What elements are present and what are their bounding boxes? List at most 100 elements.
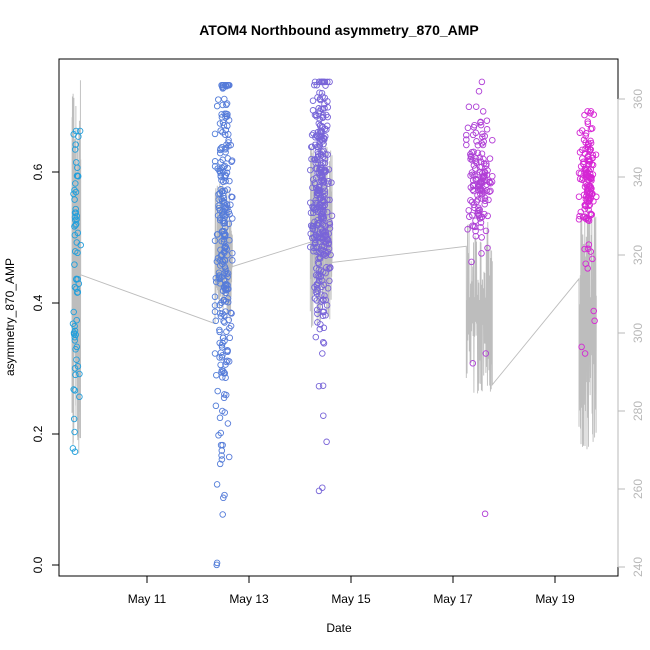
data-point	[212, 317, 220, 325]
y2-tick-label: 280	[631, 401, 645, 421]
data-point	[317, 161, 325, 169]
data-point	[221, 95, 228, 103]
data-point	[480, 172, 487, 180]
data-point	[73, 356, 80, 363]
data-point	[217, 214, 224, 222]
data-point	[213, 559, 221, 567]
data-point	[71, 186, 78, 194]
data-point	[466, 213, 473, 220]
data-point	[582, 202, 589, 209]
data-point	[211, 237, 219, 244]
data-point	[481, 510, 489, 518]
data-point	[221, 409, 229, 416]
data-point	[482, 227, 490, 235]
data-point	[474, 209, 481, 217]
data-point	[479, 130, 486, 138]
data-point	[590, 111, 597, 118]
data-point	[221, 269, 228, 277]
data-point	[216, 460, 224, 468]
data-point	[322, 312, 329, 319]
data-point	[217, 145, 224, 152]
data-point	[222, 361, 229, 368]
data-point	[227, 201, 234, 209]
data-point	[324, 285, 332, 292]
data-point	[484, 244, 491, 252]
data-point	[316, 195, 324, 202]
y-axis-label: asymmetry_870_AMP	[3, 258, 17, 376]
data-point	[221, 319, 228, 326]
data-point	[308, 155, 315, 163]
data-point	[464, 226, 471, 233]
y-tick-label: 0.0	[31, 556, 45, 573]
data-point	[308, 234, 316, 242]
data-point	[69, 445, 77, 452]
data-point	[471, 172, 478, 179]
data-point	[310, 222, 317, 230]
data-point	[323, 208, 331, 216]
data-point	[311, 156, 319, 163]
data-point	[211, 308, 219, 315]
data-point	[320, 340, 328, 347]
data-point	[317, 78, 325, 86]
left-axis-series-points	[69, 78, 600, 569]
data-point	[477, 158, 485, 165]
data-point	[72, 141, 79, 148]
data-point	[584, 165, 591, 173]
data-point	[319, 297, 327, 304]
data-point	[477, 223, 484, 231]
data-point	[71, 283, 79, 291]
data-point	[70, 386, 77, 393]
data-point	[225, 139, 232, 146]
data-point	[71, 261, 78, 268]
data-point	[224, 347, 231, 354]
data-point	[316, 325, 324, 333]
data-point	[474, 141, 482, 149]
y-axis-left: 0.0 0.2 0.4 0.6	[31, 163, 60, 573]
data-point	[580, 161, 587, 168]
data-point	[322, 151, 329, 158]
data-point	[216, 206, 224, 214]
data-point	[585, 140, 592, 147]
data-point	[319, 382, 327, 389]
data-point	[319, 350, 326, 357]
data-point	[73, 343, 81, 351]
chart-title: ATOM4 Northbound asymmetry_870_AMP	[199, 22, 479, 38]
data-point	[225, 358, 233, 365]
data-point	[72, 216, 79, 224]
data-point	[486, 179, 493, 186]
data-point	[307, 209, 315, 217]
data-point	[226, 177, 233, 185]
data-point	[316, 138, 324, 145]
data-point	[463, 141, 470, 149]
data-point	[322, 296, 329, 304]
data-point	[223, 328, 230, 335]
data-point	[324, 113, 331, 121]
data-point	[308, 143, 315, 151]
data-point	[589, 151, 597, 159]
data-point	[313, 165, 321, 172]
data-point	[323, 264, 330, 271]
data-point	[482, 350, 490, 357]
data-point	[582, 169, 590, 177]
data-point	[586, 148, 593, 155]
data-point	[484, 167, 491, 174]
data-point	[581, 350, 589, 357]
data-point	[465, 207, 472, 214]
data-point	[320, 308, 328, 315]
data-point	[585, 206, 592, 213]
data-point	[71, 146, 79, 153]
data-point	[222, 171, 230, 179]
data-point	[229, 249, 236, 257]
data-point	[76, 370, 83, 378]
data-point	[315, 120, 323, 127]
data-point	[316, 134, 323, 141]
data-point	[325, 245, 333, 252]
data-point	[216, 275, 223, 283]
data-point	[71, 448, 79, 455]
data-point	[316, 166, 323, 173]
data-point	[318, 228, 326, 235]
data-point	[326, 78, 333, 86]
data-point	[71, 209, 79, 217]
data-point	[316, 107, 323, 115]
data-point	[225, 136, 232, 144]
